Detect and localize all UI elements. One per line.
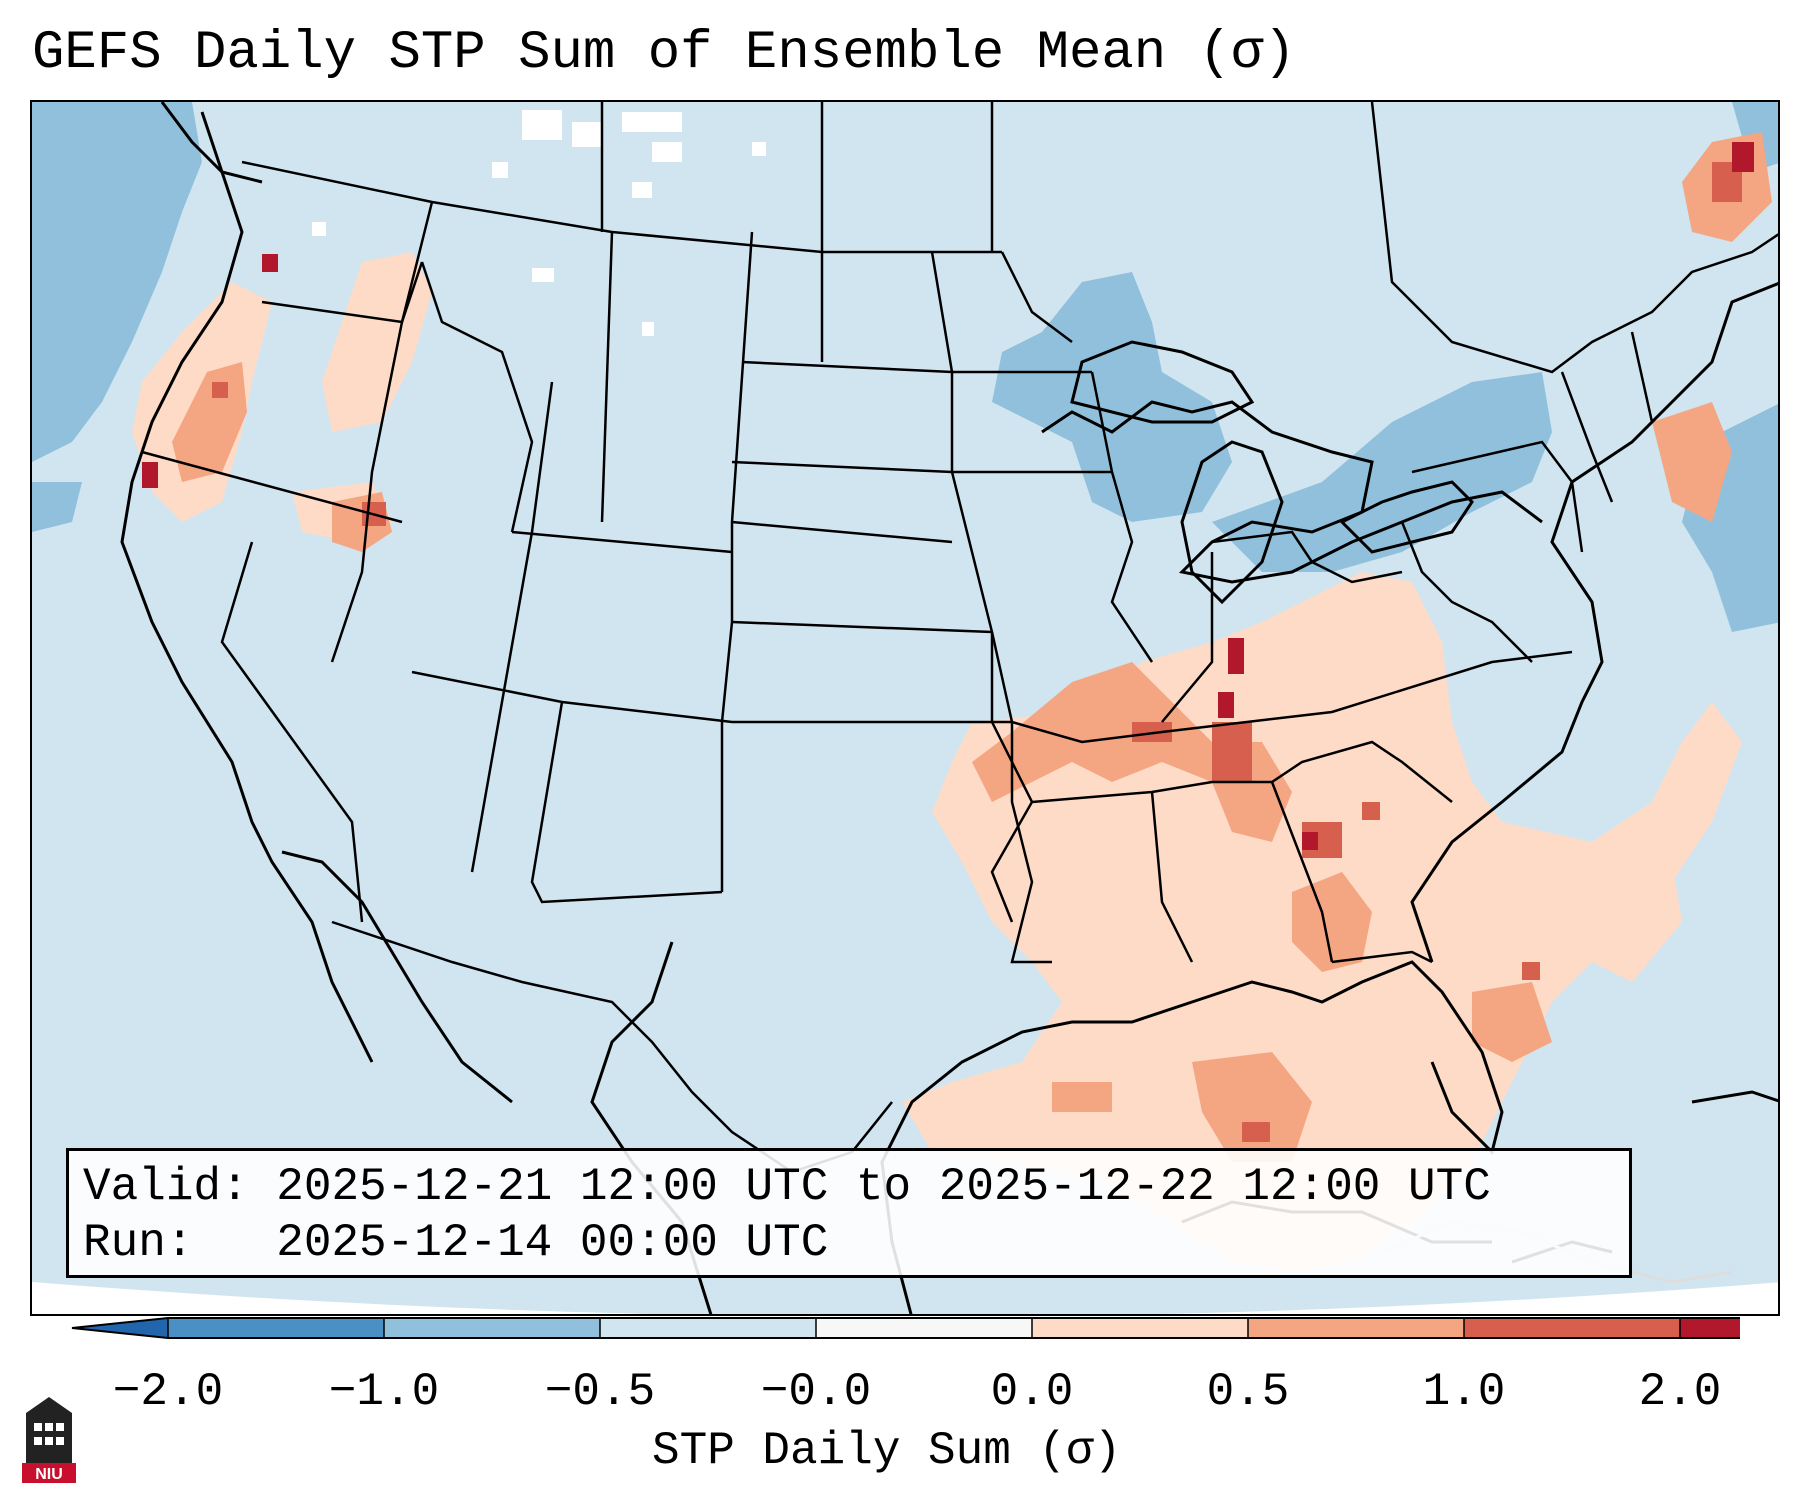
colorbar [71,1317,1740,1339]
colorbar-segment [1464,1318,1680,1338]
colorbar-tick-label: 0.0 [990,1366,1074,1418]
positive-anomaly-strong [212,162,1742,1142]
valid-time-box: Valid: 2025-12-21 12:00 UTC to 2025-12-2… [66,1148,1632,1278]
colorbar-segment [384,1318,600,1338]
colorbar-tick-label: −0.5 [544,1366,656,1418]
colorbar-extend-low [72,1318,168,1338]
colorbar-tick-label: 1.0 [1422,1366,1506,1418]
run-time-text: Run: 2025-12-14 00:00 UTC [83,1217,829,1269]
state-boundary-lines [141,160,1654,964]
projection-domain [32,102,1778,1314]
map-panel [30,100,1780,1316]
colorbar-segment [1248,1318,1464,1338]
colorbar-segment [168,1318,384,1338]
anomaly-map [32,102,1778,1314]
colorbar-tick-label: 0.5 [1206,1366,1290,1418]
canada-province-lines [600,102,1778,374]
colorbar-tick-label: −1.0 [328,1366,440,1418]
white-no-data-cells [312,110,766,336]
colorbar-tick-label: 2.0 [1638,1366,1722,1418]
valid-time-text: Valid: 2025-12-21 12:00 UTC to 2025-12-2… [83,1161,1491,1213]
chart-title: GEFS Daily STP Sum of Ensemble Mean (σ) [32,23,1296,84]
niu-logo: NIU [22,1397,76,1483]
colorbar-segment [1032,1318,1248,1338]
colorbar-label: STP Daily Sum (σ) [652,1425,1122,1477]
colorbar-segment [1680,1318,1740,1338]
colorbar-segment [600,1318,816,1338]
colorbar-tick-label: −0.0 [760,1366,872,1418]
logo-text: NIU [35,1466,63,1483]
logo-banner [22,1463,76,1483]
positive-anomaly-extreme [142,142,1754,850]
colorbar-tick-label: −2.0 [112,1366,224,1418]
colorbar-segment [816,1318,1032,1338]
